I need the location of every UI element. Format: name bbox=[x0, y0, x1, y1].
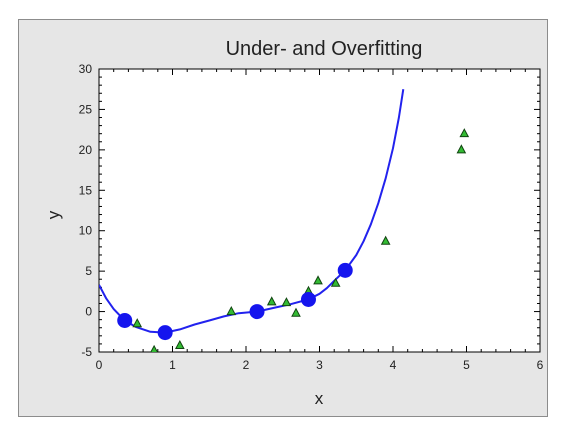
data-point-triangle bbox=[291, 307, 301, 317]
chart-frame: Under- and Overfitting 0 1 2 3 4 5 6 -5 0 5 10 15 20… bbox=[18, 19, 548, 417]
y-tick-label: 15 bbox=[79, 183, 93, 197]
data-point-triangle bbox=[132, 318, 143, 328]
data-point-triangle bbox=[456, 144, 467, 154]
y-tick-label: 5 bbox=[85, 264, 92, 278]
scatter-chart: Under- and Overfitting 0 1 2 3 4 5 6 -5 0 5 10 15 20… bbox=[44, 38, 544, 408]
axis-ticks bbox=[98, 68, 541, 353]
y-axis-label: y bbox=[44, 210, 63, 219]
y-tick-label: 30 bbox=[79, 62, 93, 76]
tick-labels: 0 1 2 3 4 5 6 -5 0 5 10 15 20 25 30 bbox=[79, 62, 544, 372]
data-point-triangle bbox=[226, 306, 237, 316]
x-tick-label: 6 bbox=[537, 358, 544, 372]
data-point-triangle bbox=[266, 296, 277, 306]
x-tick-label: 5 bbox=[463, 358, 470, 372]
data-points-group bbox=[117, 128, 470, 352]
data-point-triangle bbox=[380, 235, 391, 245]
fit-point-circle bbox=[249, 304, 265, 320]
data-point-triangle bbox=[175, 339, 185, 350]
data-point-triangle bbox=[150, 344, 158, 352]
chart-title: Under- and Overfitting bbox=[226, 38, 423, 60]
x-tick-label: 0 bbox=[96, 358, 103, 372]
y-tick-label: 0 bbox=[85, 305, 92, 319]
fit-point-circle bbox=[337, 262, 353, 278]
x-axis-label: x bbox=[315, 389, 324, 408]
y-tick-label: 25 bbox=[79, 102, 93, 116]
data-point-triangle bbox=[281, 297, 292, 307]
fit-point-circle bbox=[157, 325, 173, 341]
data-point-triangle bbox=[459, 128, 470, 138]
y-tick-label: 10 bbox=[79, 224, 93, 238]
x-tick-label: 1 bbox=[169, 358, 176, 372]
x-tick-label: 4 bbox=[390, 358, 397, 372]
fit-point-circle bbox=[300, 291, 316, 307]
y-tick-label: 20 bbox=[79, 143, 93, 157]
data-point-triangle bbox=[330, 277, 341, 287]
y-tick-label: -5 bbox=[81, 345, 92, 359]
fit-point-circle bbox=[117, 312, 133, 328]
x-tick-label: 2 bbox=[243, 358, 250, 372]
data-point-triangle bbox=[313, 275, 323, 285]
x-tick-label: 3 bbox=[316, 358, 323, 372]
plot-area bbox=[98, 68, 541, 353]
